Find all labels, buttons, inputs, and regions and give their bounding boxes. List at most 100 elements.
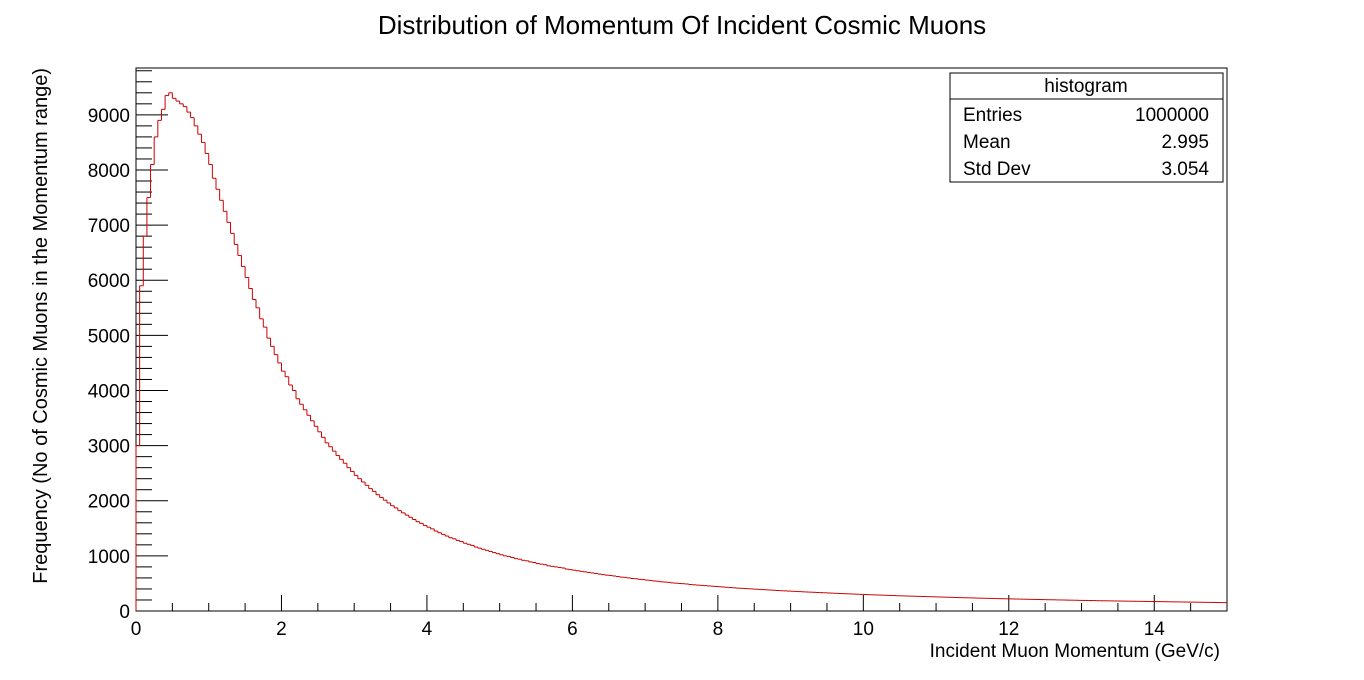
histogram-bin (411, 517, 417, 520)
histogram-bin (426, 525, 431, 528)
chart-title: Distribution of Momentum Of Incident Cos… (378, 10, 986, 40)
histogram-bin (626, 577, 631, 579)
histogram-bin (270, 338, 275, 347)
histogram-bin (466, 543, 471, 545)
x-tick-label: 0 (131, 619, 142, 640)
histogram-bin (135, 445, 140, 611)
histogram-bin (306, 409, 311, 416)
histogram-bin (477, 547, 482, 549)
histogram-bin (517, 558, 522, 560)
stats-box-title: histogram (1044, 76, 1127, 97)
histogram-bin (310, 415, 315, 422)
histogram-bin (542, 564, 547, 566)
histogram-bin (157, 119, 162, 137)
histogram-bin (317, 426, 322, 433)
histogram-bin (208, 153, 213, 165)
histogram-bin (346, 463, 351, 469)
histogram-bin (291, 384, 297, 391)
histogram-bin (295, 390, 300, 400)
histogram-bin (422, 523, 427, 527)
histogram-bin (190, 112, 195, 119)
histogram-bin (350, 467, 355, 473)
histogram-bin (328, 442, 333, 448)
histogram-bin (150, 163, 155, 198)
y-tick-label: 5000 (88, 326, 130, 347)
stats-entries-label: Entries (963, 105, 1022, 126)
histogram-bin (284, 371, 289, 378)
histogram-bin (524, 560, 529, 562)
x-tick-label: 2 (276, 619, 287, 640)
histogram-bin (357, 475, 362, 480)
histogram-bin (375, 491, 380, 496)
histogram-bin (179, 101, 184, 105)
histogram-bin (437, 531, 442, 534)
histogram-bin (491, 551, 497, 554)
histogram-bin (280, 362, 286, 372)
histogram-bin (244, 266, 249, 278)
histogram-bin (520, 559, 526, 561)
histogram-bin (219, 189, 224, 201)
histogram-bin (313, 420, 318, 427)
histogram-bin (251, 288, 257, 301)
histogram-bin (237, 244, 242, 256)
histogram-bin (186, 106, 191, 113)
y-tick-label: 0 (119, 602, 130, 623)
histogram-bin (390, 502, 395, 507)
histogram-bin (604, 574, 609, 576)
histogram-bin (590, 572, 595, 574)
histogram-bin (342, 459, 347, 464)
histogram-bin (182, 103, 187, 108)
histogram-bin (433, 528, 438, 532)
y-tick-label: 1000 (88, 547, 130, 568)
histogram-bin (277, 354, 282, 364)
histogram-bin (506, 555, 511, 557)
histogram-bin (288, 376, 293, 386)
histogram-bin (415, 519, 420, 523)
histogram-bin (619, 576, 624, 578)
histogram-bin (535, 562, 540, 565)
histogram-bin (371, 488, 377, 492)
histogram-bin (488, 550, 493, 552)
histogram-bin (273, 346, 278, 356)
histogram-bin (404, 512, 409, 516)
histogram-bin (499, 553, 504, 556)
histogram-bin (444, 534, 449, 537)
histogram-bin (379, 494, 384, 498)
histogram-bin (146, 197, 151, 237)
histogram-bin (480, 548, 486, 550)
histogram-bin (324, 437, 329, 444)
histogram-bin (408, 515, 413, 518)
histogram-bin (451, 537, 457, 540)
histogram-bin (153, 136, 158, 165)
histogram-bin (360, 478, 366, 483)
histogram-bin (364, 482, 369, 486)
histogram-bin (164, 95, 169, 110)
histogram-bin (611, 575, 617, 577)
histogram-bin (688, 583, 693, 586)
histogram-bin (564, 568, 569, 570)
histogram-bin (204, 142, 209, 154)
histogram-bin (571, 569, 577, 571)
histogram-bin (470, 544, 475, 546)
histogram-bin (168, 92, 173, 96)
stats-mean-label: Mean (963, 132, 1011, 153)
histogram-bin (440, 532, 446, 535)
histogram-bin (600, 574, 606, 576)
y-tick-label: 7000 (88, 216, 130, 237)
histogram-bin (255, 299, 260, 309)
histogram-bin (560, 567, 566, 569)
y-tick-label: 9000 (88, 106, 130, 127)
histogram-bin (266, 327, 271, 339)
histogram-bin (531, 561, 537, 563)
histogram-bin (233, 233, 238, 245)
histogram-bin (262, 318, 267, 328)
stats-entries-value: 1000000 (1135, 105, 1209, 126)
x-tick-label: 8 (713, 619, 724, 640)
histogram-bin (302, 404, 307, 411)
histogram-bin (484, 549, 489, 551)
x-axis-label: Incident Muon Momentum (GeV/c) (930, 641, 1220, 662)
histogram-bin (550, 565, 555, 567)
stats-stddev-value: 3.054 (1161, 159, 1209, 180)
histogram-bin (455, 538, 460, 541)
